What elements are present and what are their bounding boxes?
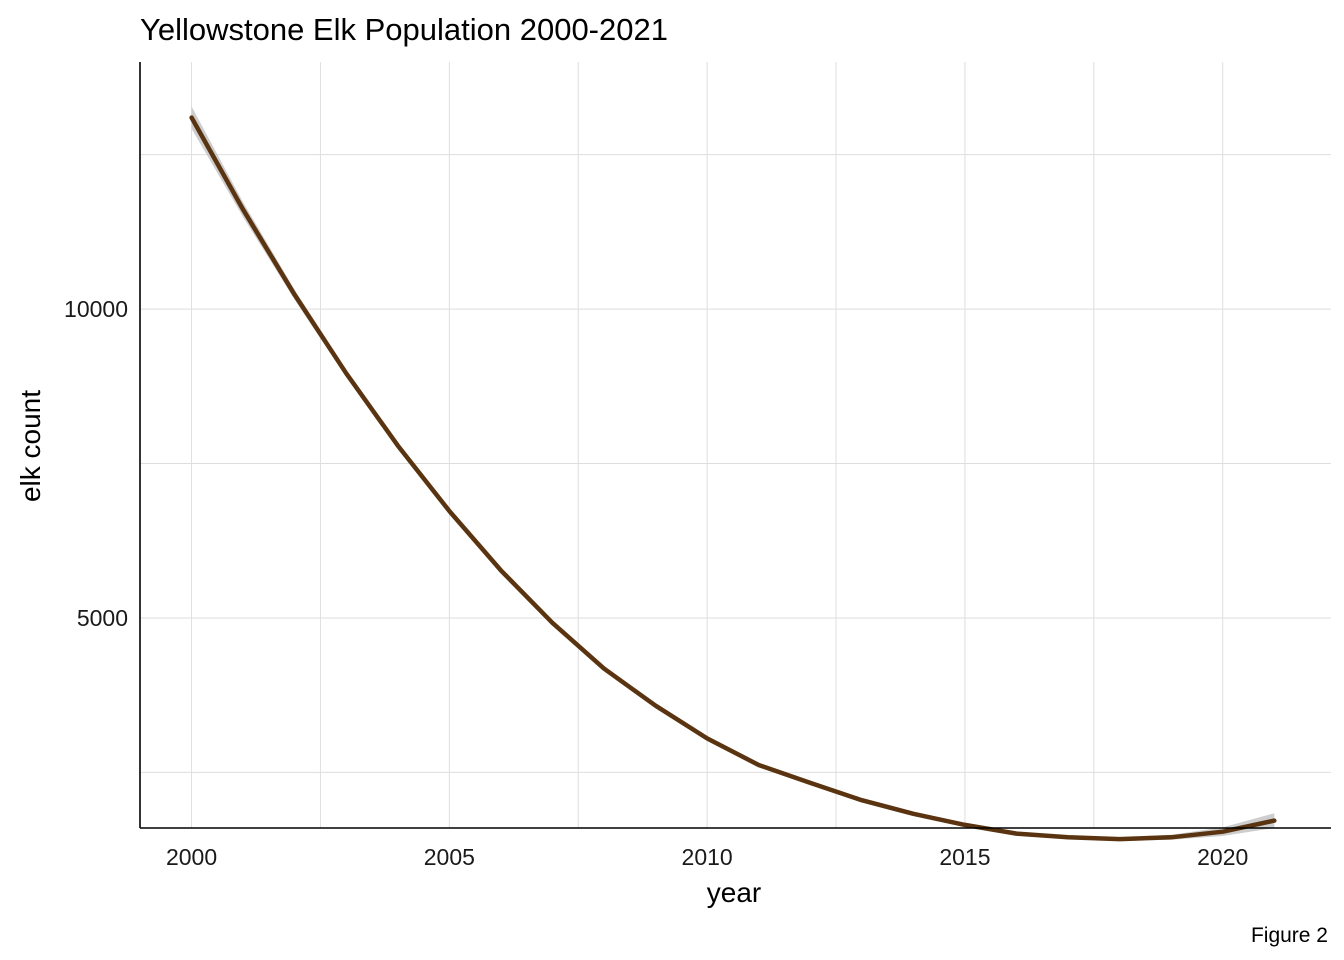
x-tick-label: 2005	[424, 844, 475, 870]
trend-line-layer	[189, 115, 1277, 842]
axes	[139, 62, 1331, 829]
x-tick-label: 2020	[1197, 844, 1248, 870]
x-tick-label: 2010	[682, 844, 733, 870]
trend-line	[189, 115, 1277, 842]
x-axis-title: year	[707, 877, 761, 908]
y-tick-label: 5000	[77, 605, 128, 631]
gridlines	[140, 62, 1331, 828]
x-tick-label: 2000	[166, 844, 217, 870]
chart-title: Yellowstone Elk Population 2000-2021	[140, 12, 668, 47]
figure-caption: Figure 2	[1251, 924, 1328, 947]
confidence-band	[191, 106, 1275, 841]
confidence-band-layer	[191, 106, 1275, 841]
x-tick-labels: 2000 2005 2010 2015 2020	[166, 844, 1248, 870]
y-axis-title: elk count	[15, 390, 46, 502]
y-tick-labels: 5000 10000	[64, 296, 128, 631]
x-tick-label: 2015	[939, 844, 990, 870]
y-tick-label: 10000	[64, 296, 128, 322]
